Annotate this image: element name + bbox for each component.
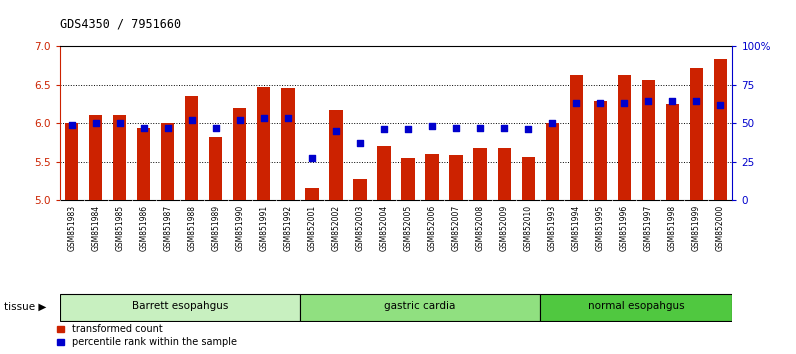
Point	[426, 123, 439, 129]
Text: GSM852010: GSM852010	[524, 205, 533, 251]
Text: GSM852005: GSM852005	[404, 205, 412, 251]
Point	[402, 126, 415, 132]
Text: GSM851989: GSM851989	[212, 205, 220, 251]
Point	[690, 99, 703, 104]
Bar	[209, 137, 222, 200]
Point	[498, 125, 510, 131]
Bar	[545, 123, 559, 200]
Text: GSM851996: GSM851996	[620, 205, 629, 251]
Point	[306, 156, 318, 161]
Point	[330, 128, 342, 133]
Text: GSM851988: GSM851988	[187, 205, 197, 251]
Text: GSM852000: GSM852000	[716, 205, 725, 251]
Text: GSM851991: GSM851991	[259, 205, 268, 251]
Point	[185, 117, 198, 123]
Text: gastric cardia: gastric cardia	[384, 302, 456, 312]
Bar	[618, 75, 630, 200]
Text: GSM851994: GSM851994	[572, 205, 580, 251]
Bar	[401, 158, 415, 200]
Point	[113, 120, 126, 126]
Text: GSM852001: GSM852001	[307, 205, 317, 251]
Point	[353, 140, 366, 146]
Point	[521, 126, 534, 132]
Bar	[377, 146, 391, 200]
Bar	[353, 179, 367, 200]
Point	[546, 120, 559, 126]
Text: normal esopahgus: normal esopahgus	[588, 302, 685, 312]
FancyBboxPatch shape	[60, 294, 300, 321]
Bar	[281, 88, 295, 200]
Bar	[498, 148, 511, 200]
FancyBboxPatch shape	[540, 294, 732, 321]
Bar	[450, 155, 462, 200]
Point	[570, 100, 583, 106]
Bar	[257, 87, 271, 200]
Bar	[113, 115, 127, 200]
Text: GSM852009: GSM852009	[500, 205, 509, 251]
Bar	[330, 110, 342, 200]
Text: GSM852006: GSM852006	[427, 205, 436, 251]
Text: GSM851983: GSM851983	[67, 205, 76, 251]
Bar	[689, 68, 703, 200]
Bar	[642, 80, 655, 200]
Bar	[665, 104, 679, 200]
Point	[594, 100, 607, 106]
Point	[618, 100, 630, 106]
Bar	[521, 157, 535, 200]
Bar	[65, 123, 78, 200]
Point	[162, 125, 174, 131]
Text: GSM851993: GSM851993	[548, 205, 556, 251]
Text: GSM851995: GSM851995	[595, 205, 605, 251]
Bar	[185, 96, 198, 200]
Bar	[425, 154, 439, 200]
Point	[450, 125, 462, 131]
Point	[65, 122, 78, 127]
Text: GSM851987: GSM851987	[163, 205, 172, 251]
Text: GSM851998: GSM851998	[668, 205, 677, 251]
Text: Barrett esopahgus: Barrett esopahgus	[131, 302, 228, 312]
Text: GSM852007: GSM852007	[451, 205, 461, 251]
Bar	[233, 108, 247, 200]
Bar	[570, 75, 583, 200]
Text: GSM852004: GSM852004	[380, 205, 388, 251]
Text: GSM852002: GSM852002	[331, 205, 341, 251]
Text: GSM851992: GSM851992	[283, 205, 292, 251]
Point	[474, 125, 486, 131]
Bar	[306, 188, 318, 200]
Text: GSM851984: GSM851984	[92, 205, 100, 251]
Bar	[162, 123, 174, 200]
Text: GSM851999: GSM851999	[692, 205, 700, 251]
Text: GSM852008: GSM852008	[475, 205, 485, 251]
Text: GSM851997: GSM851997	[644, 205, 653, 251]
Point	[282, 115, 295, 121]
Text: tissue ▶: tissue ▶	[4, 302, 46, 312]
Legend: transformed count, percentile rank within the sample: transformed count, percentile rank withi…	[57, 325, 237, 347]
Text: GSM851986: GSM851986	[139, 205, 148, 251]
Point	[714, 102, 727, 107]
Point	[666, 99, 679, 104]
Point	[377, 126, 390, 132]
Point	[138, 125, 150, 131]
Point	[258, 115, 271, 121]
Point	[233, 117, 246, 123]
Bar	[89, 115, 103, 200]
Bar	[714, 59, 727, 200]
Bar	[594, 102, 607, 200]
Text: GSM852003: GSM852003	[356, 205, 365, 251]
Text: GSM851985: GSM851985	[115, 205, 124, 251]
Text: GDS4350 / 7951660: GDS4350 / 7951660	[60, 18, 181, 31]
FancyBboxPatch shape	[300, 294, 540, 321]
Text: GSM851990: GSM851990	[236, 205, 244, 251]
Bar	[137, 129, 150, 200]
Bar	[474, 148, 486, 200]
Point	[642, 99, 654, 104]
Point	[89, 120, 102, 126]
Point	[209, 125, 222, 131]
